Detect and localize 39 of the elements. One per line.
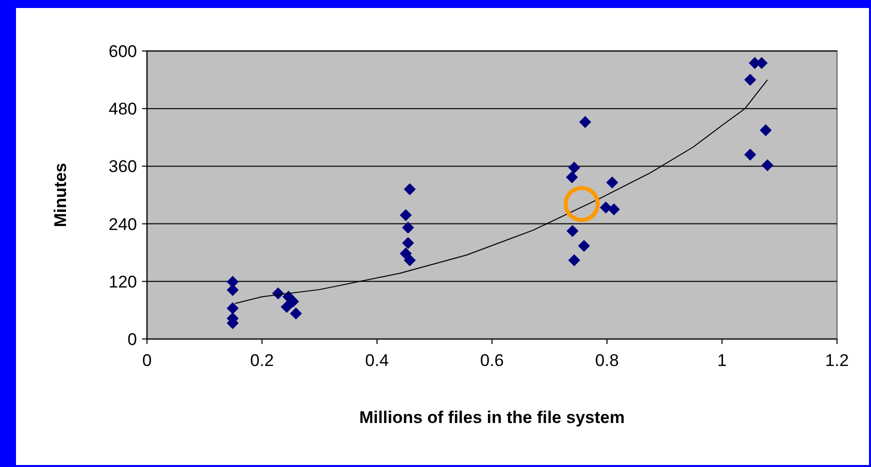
point [566,225,578,237]
x-tick-label: 0.6 [480,351,504,370]
x-axis-title: Millions of files in the file system [359,408,625,427]
point [761,159,774,172]
point [290,308,302,320]
x-tick-label: 0.4 [365,351,389,370]
x-tick-label: 0 [142,351,152,370]
x-tick-label: 0.2 [250,351,274,370]
point [402,222,414,234]
point [280,300,293,313]
point [568,254,580,266]
x-tick-label: 1.2 [825,351,849,370]
y-tick-label: 0 [128,330,137,349]
point [400,209,412,222]
y-tick-label: 600 [108,42,137,61]
y-tick-label: 240 [108,214,137,234]
point [402,237,414,249]
point [568,162,580,174]
x-tick-label: 0.8 [595,351,619,370]
point [226,284,239,296]
point [566,171,578,184]
point [400,248,412,260]
point [744,148,756,161]
point [608,203,620,216]
point [600,201,612,214]
point [404,183,416,196]
point [578,240,590,252]
point [226,302,239,314]
y-axis-title: Minutes [51,162,70,228]
y-tick-label: 480 [108,100,137,119]
point [760,124,772,136]
point [606,176,618,189]
y-tick-label: 120 [108,272,137,292]
point [404,254,416,266]
point [287,296,300,308]
y-tick-label: 360 [108,157,137,176]
x-tick-label: 1 [717,351,727,370]
point [579,116,592,128]
point [744,74,756,86]
